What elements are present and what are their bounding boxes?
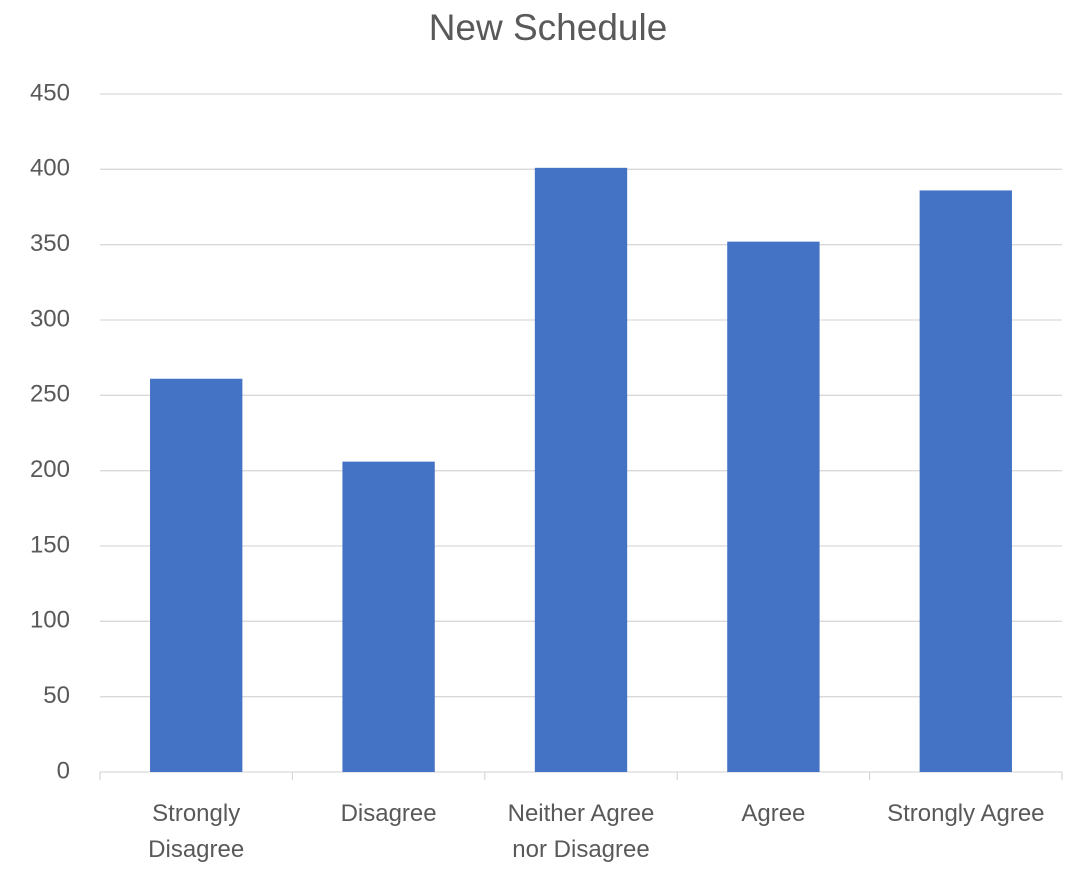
- bar: [342, 461, 435, 772]
- y-tick-label: 200: [30, 456, 70, 483]
- y-tick-label: 250: [30, 381, 70, 408]
- y-tick-label: 350: [30, 230, 70, 257]
- y-tick-label: 0: [57, 757, 70, 784]
- y-tick-label: 300: [30, 305, 70, 332]
- y-tick-label: 100: [30, 607, 70, 634]
- bar: [727, 241, 820, 773]
- x-tick-label: Neither Agree nor Disagree: [507, 800, 655, 863]
- y-tick-label: 150: [30, 531, 70, 558]
- y-tick-label: 450: [30, 79, 70, 106]
- x-tick-label: Agree: [741, 800, 806, 827]
- bar: [534, 167, 628, 772]
- x-tick-label: Strongly Disagree: [148, 800, 245, 863]
- x-tick-label: Strongly Agree: [887, 800, 1045, 827]
- x-tick-label: Disagree: [340, 800, 437, 827]
- bar: [150, 378, 243, 772]
- y-tick-label: 50: [43, 682, 70, 709]
- chart-title: New Schedule: [429, 7, 668, 48]
- bar: [919, 190, 1012, 773]
- y-tick-label: 400: [30, 155, 70, 182]
